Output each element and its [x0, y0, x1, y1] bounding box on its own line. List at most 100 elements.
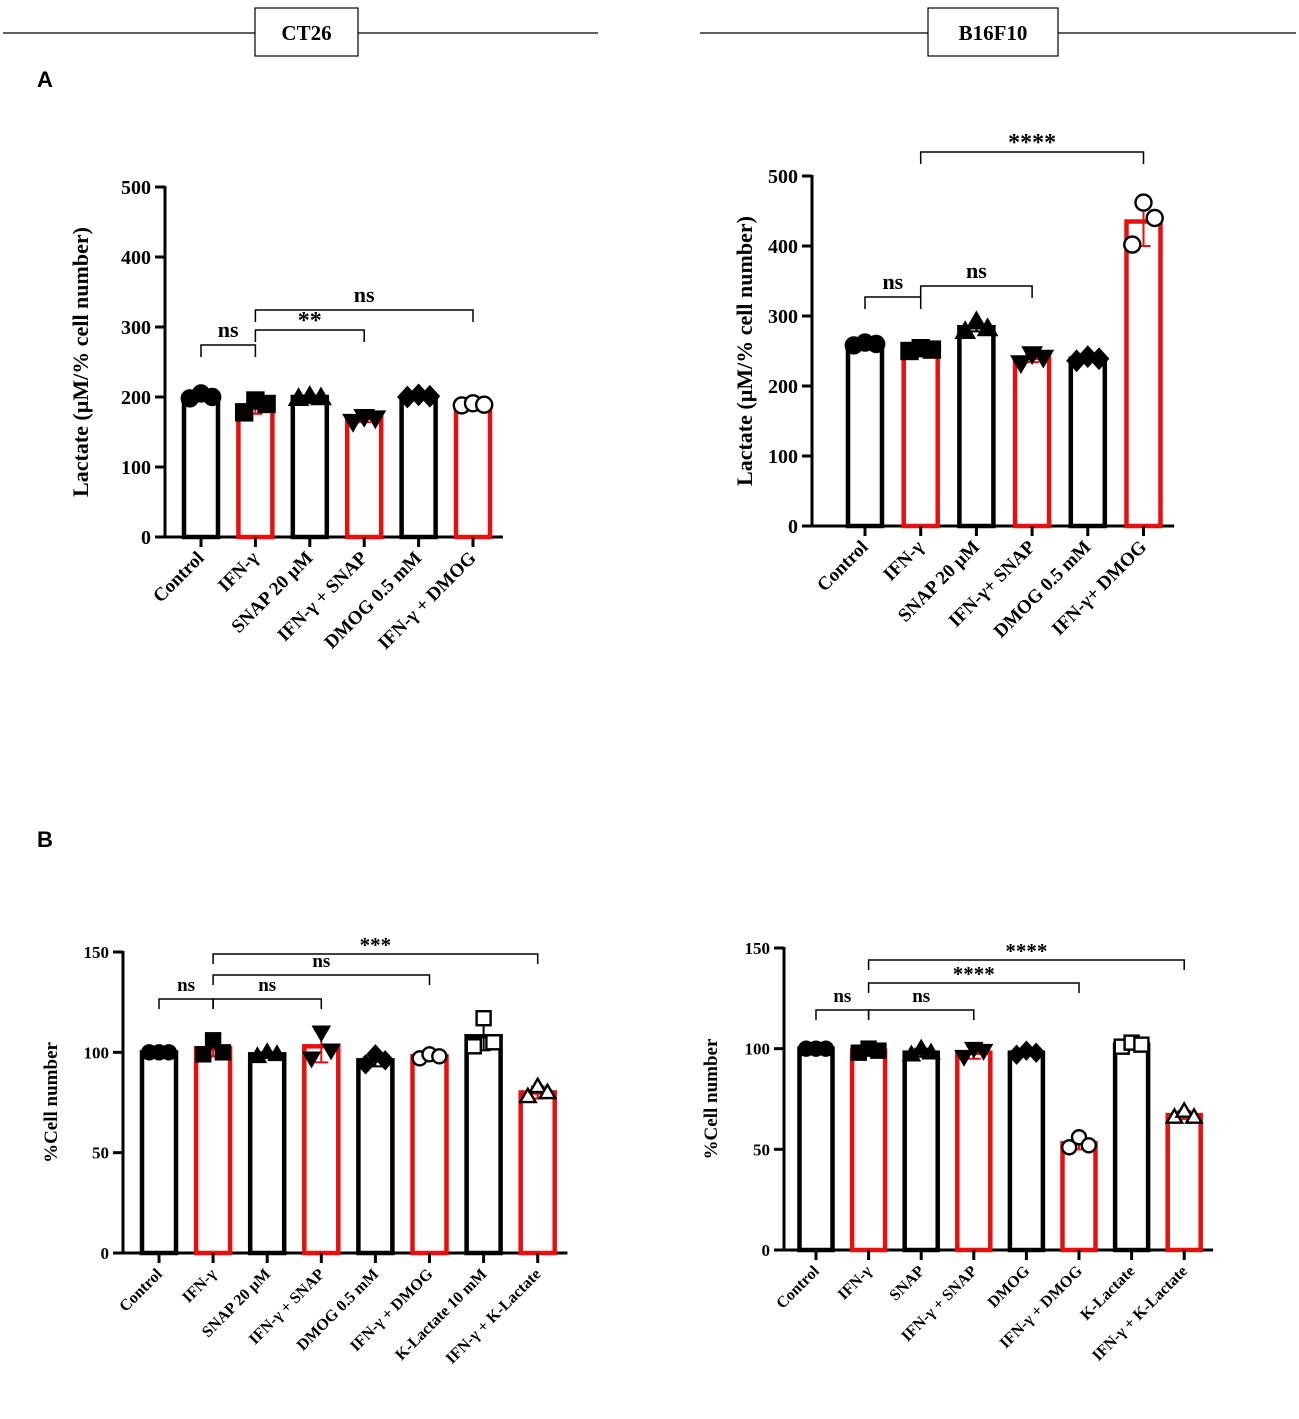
y-tick-label: 0 [141, 527, 151, 549]
data-point [310, 386, 332, 406]
significance-bracket [867, 982, 1080, 993]
y-tick-label: 100 [745, 1040, 771, 1059]
data-point [921, 1042, 941, 1060]
y-tick-label: 300 [121, 317, 151, 339]
bar [1007, 1050, 1046, 1253]
y-tick-label: 400 [768, 236, 798, 258]
data-point [366, 1044, 385, 1065]
panel-label-b: B [37, 827, 53, 852]
header-ct26: CT26 [3, 7, 598, 57]
y-axis-label: %Cell number [701, 1038, 722, 1159]
significance-bracket [254, 329, 365, 342]
data-point [204, 1032, 222, 1049]
data-point [431, 1048, 448, 1065]
data-point [301, 1051, 322, 1069]
bar [193, 1046, 233, 1256]
y-tick-label: 100 [84, 1043, 110, 1062]
bar [302, 1044, 341, 1256]
y-tick-label: 150 [745, 939, 771, 958]
bar [1124, 219, 1163, 529]
header-title-b16f10: B16F10 [959, 21, 1028, 45]
significance-bracket [212, 953, 539, 964]
data-point [1060, 1139, 1078, 1156]
significance-label: ** [298, 308, 322, 334]
x-category-label: K-Lactate 10 mM [392, 1266, 490, 1364]
y-tick-label: 100 [121, 457, 151, 479]
significance-bracket [158, 998, 214, 1009]
significance-bracket [867, 1009, 975, 1020]
x-category-label: IFN-γ + DMOG [374, 548, 481, 655]
x-category-label: DMOG [985, 1262, 1034, 1311]
data-point [311, 1025, 332, 1043]
y-tick-label: 200 [768, 376, 798, 398]
chart-cellnumber-b16f10: 0 50 100 150 %Cell number Control IFN-γ SNAP IFN… [701, 939, 1214, 1365]
data-point [375, 1050, 395, 1071]
bar [399, 394, 438, 540]
data-point [817, 1040, 834, 1057]
bar [901, 347, 940, 529]
significance-label: ns [218, 317, 239, 342]
x-category-label: IFN-γ [835, 1262, 876, 1303]
x-category-label: IFN-γ+ DMOG [1048, 537, 1151, 640]
bar [356, 1058, 395, 1256]
data-point [214, 1044, 232, 1061]
chart-lactate-ct26: 0 100 200 300 400 500 Lactate (µM/% cell numbe… [68, 177, 503, 654]
y-tick-label: 200 [121, 387, 151, 409]
significance-label: ns [258, 975, 276, 996]
data-point [321, 1043, 341, 1061]
y-tick-label: 500 [768, 166, 798, 188]
data-point [537, 1082, 558, 1100]
bar [1012, 355, 1052, 529]
data-point [267, 1044, 287, 1062]
x-category-label: Control [149, 548, 208, 607]
bar [344, 415, 384, 540]
y-axis-label: %Cell number [41, 1042, 62, 1163]
data-point [475, 1010, 492, 1027]
y-tick-label: 0 [762, 1241, 771, 1260]
bar [1060, 1141, 1098, 1253]
significance-label: **** [1008, 130, 1056, 156]
data-point [475, 395, 494, 414]
panel-label-a: A [37, 67, 53, 92]
bar [518, 1090, 557, 1256]
data-point [518, 1086, 538, 1104]
significance-bracket [919, 285, 1033, 298]
data-point [342, 413, 364, 433]
data-point [1010, 355, 1032, 375]
bar [410, 1054, 449, 1256]
x-category-label: IFN-γ + K-Lactate [443, 1266, 545, 1368]
significance-label: ns [882, 269, 903, 294]
significance-bracket [919, 151, 1145, 164]
significance-label: ns [912, 986, 930, 1007]
header-box [254, 7, 359, 57]
data-point [465, 1038, 482, 1055]
y-tick-label: 150 [84, 943, 110, 962]
data-point [1174, 1100, 1194, 1118]
data-point [870, 1042, 887, 1059]
x-category-label: IFN-γ [879, 537, 928, 586]
data-point [1133, 1036, 1150, 1053]
x-category-label: IFN-γ [214, 548, 263, 597]
data-point [954, 320, 977, 339]
data-point [976, 317, 999, 337]
bar [1112, 1042, 1151, 1253]
significance-bracket [864, 296, 922, 309]
x-category-label: IFN-γ + K-Lactate [1089, 1263, 1191, 1365]
significance-label: ns [966, 258, 987, 283]
bar [464, 1034, 503, 1256]
significance-label: ns [354, 282, 375, 307]
significance-bracket [212, 998, 323, 1009]
data-point [419, 384, 441, 408]
x-category-label: Control [116, 1265, 166, 1315]
header-b16f10: B16F10 [700, 7, 1296, 57]
y-tick-label: 0 [788, 516, 798, 538]
significance-bracket [212, 974, 431, 985]
data-point [1026, 1042, 1046, 1063]
x-category-label: DMOG 0.5 mM [321, 548, 427, 654]
data-point [867, 334, 886, 354]
significance-bracket [200, 344, 257, 357]
bar [1165, 1112, 1203, 1253]
bar [236, 403, 275, 540]
data-point [1184, 1107, 1204, 1124]
